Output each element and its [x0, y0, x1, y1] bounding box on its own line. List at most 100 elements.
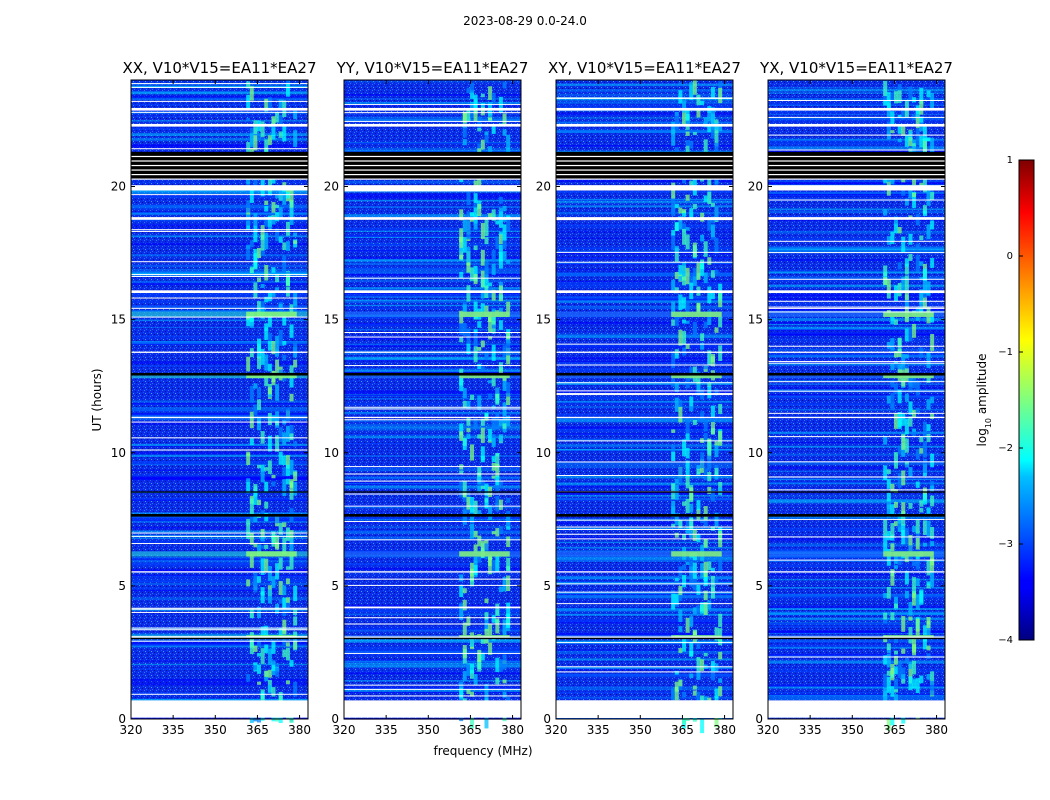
rfi-cell — [477, 127, 482, 132]
rfi-cell — [886, 643, 891, 651]
rfi-cell — [285, 647, 290, 661]
rfi-cell — [271, 687, 276, 697]
rfi-cell — [908, 467, 913, 478]
rfi-cell — [886, 718, 891, 731]
streak — [768, 445, 945, 448]
rfi-cell — [466, 343, 471, 355]
rfi-cell — [260, 248, 265, 257]
rfi-cell — [470, 669, 475, 679]
streak — [131, 139, 308, 141]
rfi-cell — [267, 291, 272, 302]
streak — [768, 197, 945, 201]
rfi-cell — [915, 578, 920, 587]
rfi-cell — [689, 140, 694, 149]
rfi-cell — [689, 673, 694, 679]
rfi-cell — [685, 131, 690, 136]
streak — [768, 470, 945, 473]
rfi-cell — [275, 359, 280, 376]
rfi-cell — [260, 648, 265, 664]
streak — [556, 121, 733, 123]
rfi-cell — [671, 230, 676, 236]
rfi-cell — [685, 301, 690, 315]
streak — [768, 403, 945, 406]
rfi-cell — [264, 481, 269, 492]
rfi-cell — [674, 670, 679, 675]
rfi-cell — [696, 500, 701, 510]
streak — [768, 328, 945, 331]
flagged-white-line — [556, 155, 733, 158]
streak — [131, 452, 308, 455]
rfi-cell — [473, 203, 478, 208]
streak — [131, 212, 308, 216]
streak — [344, 262, 521, 266]
flagged-white-line — [556, 642, 733, 644]
rfi-cell — [459, 271, 464, 278]
rfi-cell — [714, 467, 719, 476]
rfi-cell — [912, 428, 917, 432]
flagged-white-line — [556, 261, 733, 263]
streak — [768, 193, 945, 197]
flagged-white — [344, 351, 521, 353]
rfi-cell — [897, 114, 902, 119]
streak — [556, 144, 733, 147]
rfi-cell — [249, 267, 254, 274]
y-tick-label: 10 — [324, 446, 339, 460]
rfi-cell — [495, 619, 500, 624]
rfi-cell — [922, 210, 927, 217]
rfi-cell — [253, 120, 258, 135]
rfi-cell — [285, 478, 290, 485]
rfi-cell — [253, 484, 258, 491]
rfi-cell — [901, 674, 906, 680]
flagged-white-line — [768, 436, 945, 438]
flagged-black — [344, 637, 521, 640]
rfi-cell — [678, 626, 683, 633]
streak — [768, 114, 945, 116]
streak — [131, 461, 308, 465]
rfi-cell — [282, 432, 287, 445]
axes-frame — [767, 79, 946, 720]
flagged-white-line — [768, 178, 945, 180]
rfi-cell — [685, 267, 690, 285]
rfi-cell — [692, 529, 697, 542]
rfi-cell — [293, 631, 298, 637]
streak — [768, 646, 945, 649]
rfi-cell — [267, 135, 272, 146]
rfi-cell — [897, 262, 902, 270]
rfi-cell — [915, 678, 920, 694]
rfi-cell — [685, 476, 690, 489]
rfi-cell — [498, 320, 503, 330]
streak — [131, 271, 308, 274]
rfi-cell — [495, 475, 500, 486]
streak — [131, 519, 308, 522]
rfi-cell — [293, 641, 298, 650]
flagged-white-line — [344, 120, 521, 122]
rfi-cell — [502, 619, 507, 637]
streak — [768, 605, 945, 608]
rfi-cell — [922, 317, 927, 322]
rfi-cell — [678, 467, 683, 483]
streak — [344, 639, 521, 642]
rfi-cell — [922, 487, 927, 499]
streak — [344, 259, 521, 262]
streak — [344, 356, 521, 360]
flagged-white-line — [768, 489, 945, 491]
streak — [131, 642, 308, 646]
rfi-cell — [480, 303, 485, 314]
rfi-cell — [894, 521, 899, 527]
rfi-cell — [462, 400, 467, 409]
streak — [556, 382, 733, 385]
streak — [131, 138, 308, 140]
streak — [131, 521, 308, 523]
streak — [344, 629, 521, 632]
rfi-cell — [912, 678, 917, 684]
rfi-cell — [275, 420, 280, 426]
streak — [344, 653, 521, 656]
rfi-cell — [473, 273, 478, 285]
colorbar-tick-label: −2 — [998, 443, 1013, 454]
flagged-white — [768, 700, 945, 718]
flagged-white — [556, 571, 733, 573]
rfi-cell — [502, 82, 507, 89]
rfi-cell — [285, 426, 290, 442]
streak — [344, 315, 521, 319]
rfi-cell — [502, 654, 507, 670]
